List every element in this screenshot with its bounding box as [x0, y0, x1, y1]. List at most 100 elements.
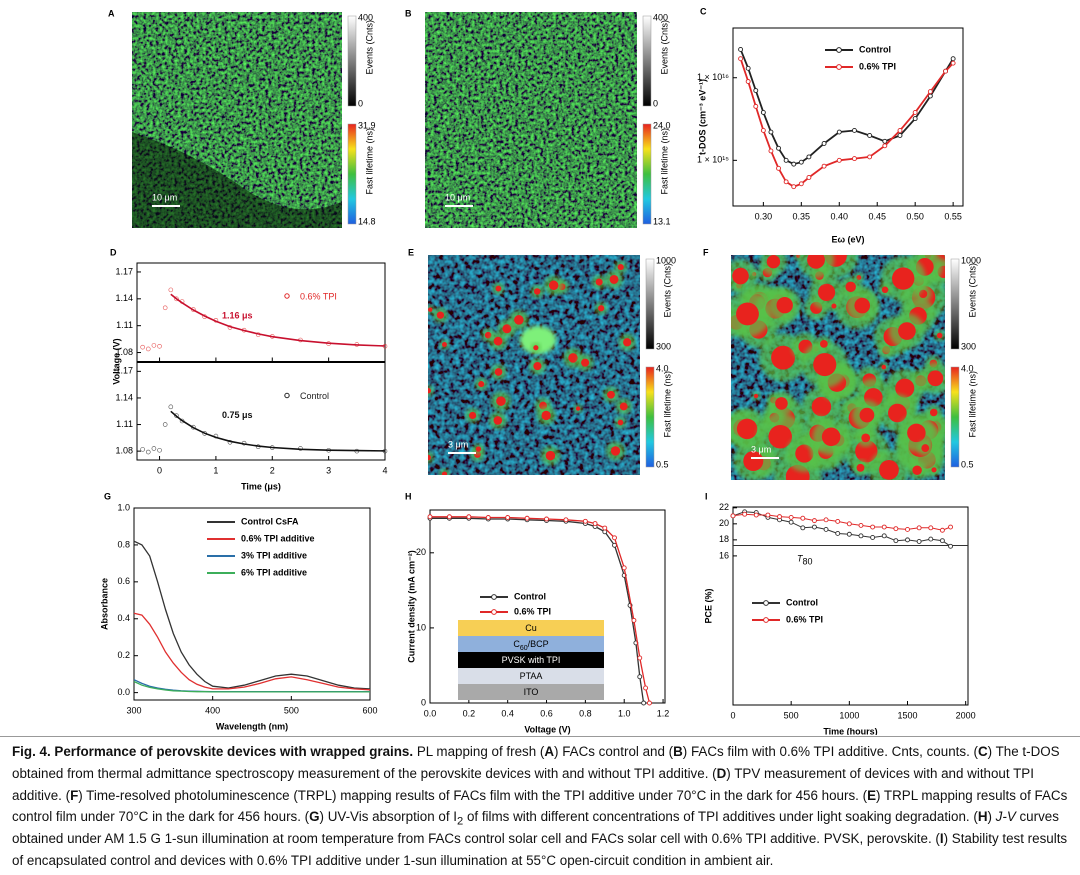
- series-point: [912, 109, 918, 115]
- caption-text: B: [673, 744, 683, 759]
- series-point: [893, 538, 899, 544]
- map-spot: [881, 286, 889, 294]
- series-point: [524, 515, 530, 521]
- scale-bar-label: 3 μm: [448, 439, 468, 449]
- map-spot: [807, 255, 825, 269]
- x-axis-label: Eω (eV): [831, 234, 864, 244]
- series-point: [870, 524, 876, 530]
- lifetime-tick-label: 0.5: [961, 459, 974, 469]
- series-point: [835, 518, 841, 524]
- threshold-label-main: T: [797, 554, 804, 564]
- series-line: [133, 680, 370, 693]
- lifetime-tick-label: 0.5: [656, 459, 669, 469]
- series-point: [858, 522, 864, 528]
- stack-label-sub: 60: [520, 645, 528, 652]
- axes-frame: [136, 262, 386, 362]
- series-point: [881, 533, 887, 539]
- lifetime-colorbar: [642, 123, 652, 225]
- map-spot: [610, 446, 621, 456]
- caption-text: I: [939, 831, 944, 847]
- events-title: Events (Cnts): [659, 20, 669, 75]
- series-point: [783, 179, 789, 185]
- lifetime-tick-label: 24.0: [653, 120, 671, 130]
- caption-text: ) TPV measurement of devices with and wi…: [12, 765, 1034, 803]
- legend-label: 0.6% TPI: [514, 606, 551, 616]
- map-spot: [861, 433, 871, 443]
- map-spot: [831, 303, 837, 309]
- series-point: [753, 88, 759, 93]
- map-spot: [927, 370, 944, 387]
- map-spot: [514, 315, 524, 325]
- map-spot: [811, 396, 832, 417]
- tpv-point: [151, 446, 157, 451]
- x-tick-label: 600: [362, 705, 377, 715]
- axes-frame: [732, 27, 964, 207]
- series-point: [637, 655, 643, 661]
- series-point: [823, 526, 829, 532]
- series-point: [948, 524, 953, 530]
- events-tick-label: 400: [358, 12, 373, 22]
- series-point: [592, 521, 598, 526]
- legend-label: Control: [300, 391, 329, 401]
- series-point: [905, 537, 910, 543]
- panel-letter: C: [700, 6, 707, 16]
- legend-marker: [836, 47, 842, 53]
- y-tick-label: 1.08: [115, 446, 133, 456]
- axes-frame: [429, 509, 666, 704]
- caption-text: 2: [457, 816, 464, 829]
- map-spot: [478, 381, 485, 388]
- y-tick-label: 1.17: [115, 366, 133, 376]
- legend-marker: [836, 64, 842, 70]
- x-tick-label: 0.35: [793, 211, 811, 221]
- series-point: [835, 531, 841, 536]
- caption-text: C: [977, 744, 988, 759]
- axes-frame: [732, 506, 969, 706]
- series-point: [637, 674, 643, 680]
- x-tick-label: 500: [284, 705, 299, 715]
- tpv-point: [140, 447, 145, 452]
- series-point: [950, 60, 956, 66]
- legend-label: 0.6% TPI: [786, 614, 823, 624]
- legend-label: 3% TPI additive: [241, 550, 307, 560]
- events-colorbar: [642, 15, 652, 107]
- series-point: [927, 89, 933, 95]
- legend-marker: [284, 392, 290, 399]
- tpv-point: [157, 343, 162, 349]
- events-title: Events (Cnts): [364, 20, 374, 75]
- stack-layer: [458, 636, 604, 652]
- stack-layer: [458, 684, 604, 700]
- x-tick-label: 1000: [839, 710, 859, 720]
- threshold-label-sub: 80: [803, 557, 813, 567]
- series-line: [133, 540, 371, 690]
- series-point: [846, 521, 852, 527]
- y-axis-label: t-DOS (cm⁻³ eV⁻¹): [697, 79, 707, 155]
- tpv-point: [145, 346, 151, 352]
- series-point: [852, 128, 857, 133]
- map-spot: [732, 267, 749, 285]
- series-point: [806, 154, 812, 160]
- events-tick-label: 1000: [961, 255, 981, 265]
- lifetime-tick-label: 4.0: [961, 363, 974, 373]
- map-spot: [817, 283, 836, 301]
- panel-letter: A: [108, 8, 115, 18]
- series-point: [505, 515, 511, 520]
- series-point: [870, 535, 876, 540]
- map-spot: [441, 471, 448, 475]
- series-point: [563, 517, 569, 523]
- panel-letter: B: [405, 8, 412, 18]
- map-spot: [475, 446, 482, 452]
- x-tick-label: 2: [270, 465, 275, 475]
- map-spot: [888, 403, 907, 423]
- caption-text: J-V: [995, 809, 1016, 825]
- tpv-point: [174, 413, 179, 418]
- panel-letter: F: [703, 247, 709, 257]
- events-colorbar: [645, 258, 655, 350]
- events-title: Events (Cnts): [662, 263, 672, 318]
- series-point: [927, 93, 933, 99]
- map-image: [731, 255, 945, 480]
- series-point: [745, 79, 751, 84]
- map-spot: [859, 407, 875, 423]
- map-spot: [568, 353, 578, 363]
- map-spot: [736, 302, 759, 326]
- map-spot: [619, 402, 628, 411]
